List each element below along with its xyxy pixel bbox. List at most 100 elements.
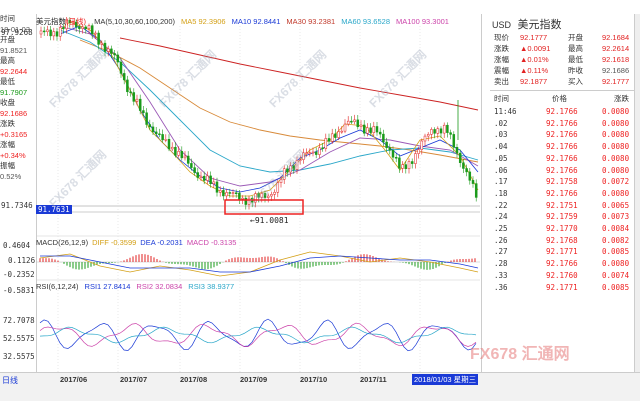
candle-body xyxy=(110,48,113,54)
candle-body xyxy=(286,168,289,173)
ma60-line xyxy=(59,29,479,173)
quote-label: 震幅 xyxy=(494,66,509,75)
candle-body xyxy=(58,27,62,37)
candlestick-series[interactable] xyxy=(39,17,478,210)
candle-body xyxy=(42,30,46,33)
candle-body xyxy=(206,175,209,181)
tick-row[interactable]: .18 92.1766 0.0080 xyxy=(490,188,640,200)
candle-body xyxy=(346,120,350,125)
tick-change: 0.0082 xyxy=(602,235,630,245)
candle-body xyxy=(359,124,363,128)
tick-time: .03 xyxy=(494,130,508,140)
open-label: 开盘 xyxy=(0,35,15,44)
rsi-tick-2: 52.5575 xyxy=(3,334,35,343)
highlight-box xyxy=(224,199,304,215)
current-price-tag: 91.7631 xyxy=(36,205,72,214)
tick-row[interactable]: .25 92.1770 0.0084 xyxy=(490,223,640,235)
quote-row: 涨幅 ▲0.01% 最低 92.1618 xyxy=(490,54,640,65)
period-button[interactable]: 日线 xyxy=(2,376,18,385)
tick-price: 92.1766 xyxy=(546,259,578,269)
candle-body xyxy=(449,132,452,135)
tick-row[interactable]: .33 92.1760 0.0074 xyxy=(490,270,640,282)
rsi-legend-item: RSI1 27.8414 xyxy=(84,282,131,291)
candle-body xyxy=(62,27,65,30)
candle-body xyxy=(170,146,174,150)
time-value: 18-01-03 xyxy=(0,24,31,34)
candle-body xyxy=(372,126,376,133)
right-scrollbar[interactable] xyxy=(634,14,640,372)
candle-body xyxy=(263,193,267,198)
quote-row: 现价 92.1777 开盘 92.1684 xyxy=(490,32,640,43)
candle-body xyxy=(442,124,446,134)
ma-legend-item: MA5 92.3906 xyxy=(180,17,226,26)
quote-label: 最低 xyxy=(568,55,583,64)
tick-row[interactable]: .05 92.1766 0.0080 xyxy=(490,153,640,165)
tick-row[interactable]: .28 92.1766 0.0080 xyxy=(490,258,640,270)
high-label: 最高 xyxy=(0,56,15,65)
macd-tick-3: -0.2352 xyxy=(3,270,35,279)
candle-body xyxy=(350,120,353,123)
tick-change: 0.0080 xyxy=(602,165,630,175)
tick-row[interactable]: .36 92.1771 0.0085 xyxy=(490,282,640,294)
candle-body xyxy=(254,193,257,203)
candle-body xyxy=(305,152,308,154)
candle-body xyxy=(52,31,56,37)
tick-price: 92.1766 xyxy=(546,107,578,116)
tick-row[interactable]: .22 92.1751 0.0065 xyxy=(490,200,640,212)
quote-row: 涨跌 ▲0.0091 最高 92.2614 xyxy=(490,43,640,54)
quote-row: 震幅 ▲0.11% 昨收 92.1686 xyxy=(490,65,640,76)
tick-row[interactable]: .26 92.1768 0.0082 xyxy=(490,235,640,247)
tick-row[interactable]: 11:46 92.1766 0.0080 xyxy=(490,106,640,118)
candle-body xyxy=(71,21,75,24)
candle-body xyxy=(68,19,72,24)
candle-body xyxy=(430,129,433,135)
tick-row[interactable]: .04 92.1766 0.0080 xyxy=(490,141,640,153)
tick-time: .04 xyxy=(494,142,508,152)
tick-change: 0.0065 xyxy=(602,200,630,210)
candle-body xyxy=(462,162,465,169)
candle-body xyxy=(334,133,337,138)
tick-change: 0.0080 xyxy=(602,259,630,269)
candle-body xyxy=(270,194,273,197)
tick-row[interactable]: .03 92.1766 0.0080 xyxy=(490,129,640,141)
tick-change: 0.0074 xyxy=(602,270,630,280)
candle-body xyxy=(234,192,238,194)
candle-body xyxy=(474,183,478,198)
tick-row[interactable]: .24 92.1759 0.0073 xyxy=(490,211,640,223)
tick-row[interactable]: .17 92.1758 0.0072 xyxy=(490,176,640,188)
candle-body xyxy=(65,19,68,30)
candle-body xyxy=(279,179,283,183)
candle-body xyxy=(100,42,104,45)
low-price-annotation: ←91.0081 xyxy=(250,216,289,225)
candle-body xyxy=(202,175,206,181)
tick-row[interactable]: .27 92.1771 0.0085 xyxy=(490,246,640,258)
candle-body xyxy=(343,123,347,132)
candle-body xyxy=(455,147,459,154)
tick-time: .28 xyxy=(494,259,508,269)
tick-change: 0.0085 xyxy=(602,282,630,292)
candle-body xyxy=(414,153,417,164)
candle-body xyxy=(209,175,212,184)
tick-time: .18 xyxy=(494,188,508,198)
quote-value: 92.1618 xyxy=(602,55,630,64)
rsi-tick-1: 72.7078 xyxy=(3,316,35,325)
candle-body xyxy=(391,150,395,158)
candle-body xyxy=(423,135,427,142)
tick-time: .27 xyxy=(494,247,508,257)
candle-body xyxy=(129,91,132,94)
chart-frame[interactable] xyxy=(36,14,482,372)
candle-body xyxy=(55,31,59,37)
tick-row[interactable]: .06 92.1766 0.0080 xyxy=(490,165,640,177)
tick-time: .06 xyxy=(494,165,508,175)
candle-body xyxy=(177,151,180,156)
candle-body xyxy=(337,131,340,138)
candle-body xyxy=(295,160,299,170)
candle-body xyxy=(241,197,244,200)
quote-divider xyxy=(490,90,640,91)
ma30-line xyxy=(59,25,479,187)
quote-label: 涨幅 xyxy=(494,55,509,64)
macd-legend: MACD(26,12,9) DIFF -0.3599 DEA -0.2031 MACD… xyxy=(36,238,240,247)
tick-row[interactable]: .02 92.1766 0.0080 xyxy=(490,118,640,130)
candle-body xyxy=(308,152,312,154)
